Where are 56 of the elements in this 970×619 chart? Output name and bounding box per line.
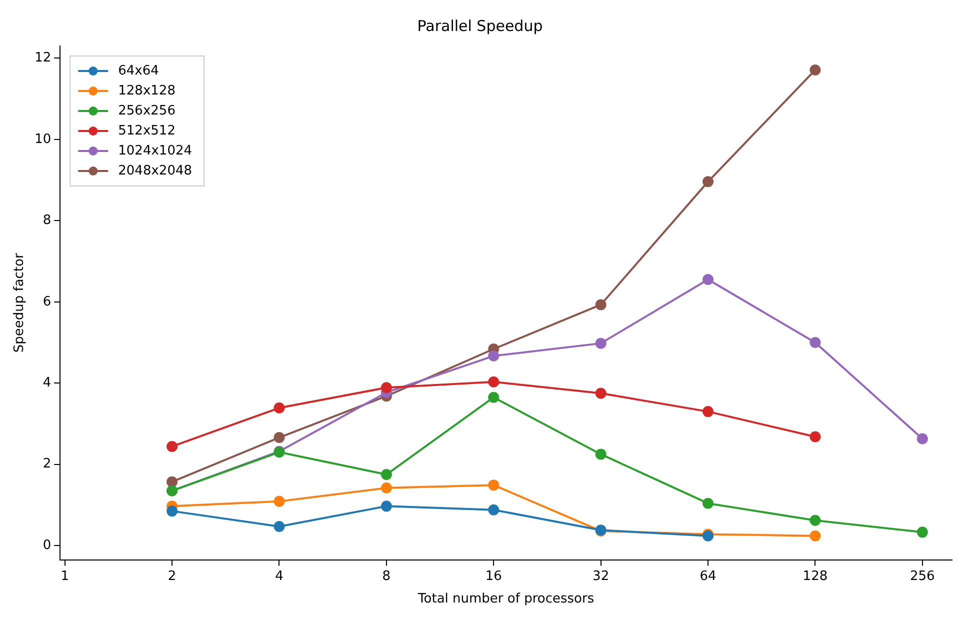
y-tick-label: 10 [34, 132, 52, 147]
legend-label: 2048x2048 [118, 163, 192, 178]
legend-label: 64x64 [118, 63, 159, 78]
x-tick-label: 128 [802, 568, 828, 584]
point [380, 382, 392, 394]
x-tick-label: 8 [382, 568, 391, 584]
point [595, 388, 606, 399]
point [166, 506, 178, 517]
point [274, 496, 285, 507]
x-tick-label: 256 [910, 568, 935, 584]
point [380, 500, 392, 512]
point [595, 338, 606, 349]
point [595, 299, 606, 310]
point [274, 432, 285, 444]
x-tick-label: 2 [168, 568, 176, 584]
point [810, 64, 821, 76]
point [380, 469, 392, 480]
point [810, 431, 821, 442]
point [488, 392, 500, 403]
point [488, 480, 500, 491]
y-axis-title: Speedup factor [12, 252, 28, 353]
y-tick-label: 4 [42, 375, 52, 390]
point [488, 504, 500, 516]
point [166, 476, 178, 488]
x-tick-label: 16 [485, 568, 502, 584]
x-tick-label: 4 [275, 568, 284, 584]
point [488, 350, 500, 362]
y-tick-label: 8 [42, 213, 52, 228]
point [702, 498, 714, 509]
legend-label: 1024x1024 [118, 143, 192, 158]
legend-label: 256x256 [118, 103, 176, 118]
x-tick-label: 32 [592, 568, 610, 584]
y-tick-label: 12 [34, 50, 52, 66]
chart-title: Parallel Speedup [417, 16, 543, 35]
point [595, 448, 606, 460]
point [702, 176, 714, 188]
x-axis-title: Total number of processors [417, 592, 594, 607]
point [810, 337, 821, 348]
point [166, 440, 178, 452]
point [810, 514, 821, 526]
point [916, 433, 928, 444]
y-tick-label: 0 [42, 538, 52, 553]
point [810, 530, 821, 542]
legend-label: 128x128 [118, 83, 176, 98]
point [702, 406, 714, 418]
y-tick-label: 6 [42, 294, 52, 310]
point [274, 402, 285, 414]
y-tick-label: 2 [42, 456, 52, 472]
point [274, 520, 285, 532]
point [488, 376, 500, 388]
point [702, 274, 714, 286]
x-tick-label: 64 [700, 568, 716, 584]
point [916, 526, 928, 538]
legend-label: 512x512 [118, 123, 176, 138]
x-tick-label: 1 [60, 568, 69, 584]
point [380, 482, 392, 494]
